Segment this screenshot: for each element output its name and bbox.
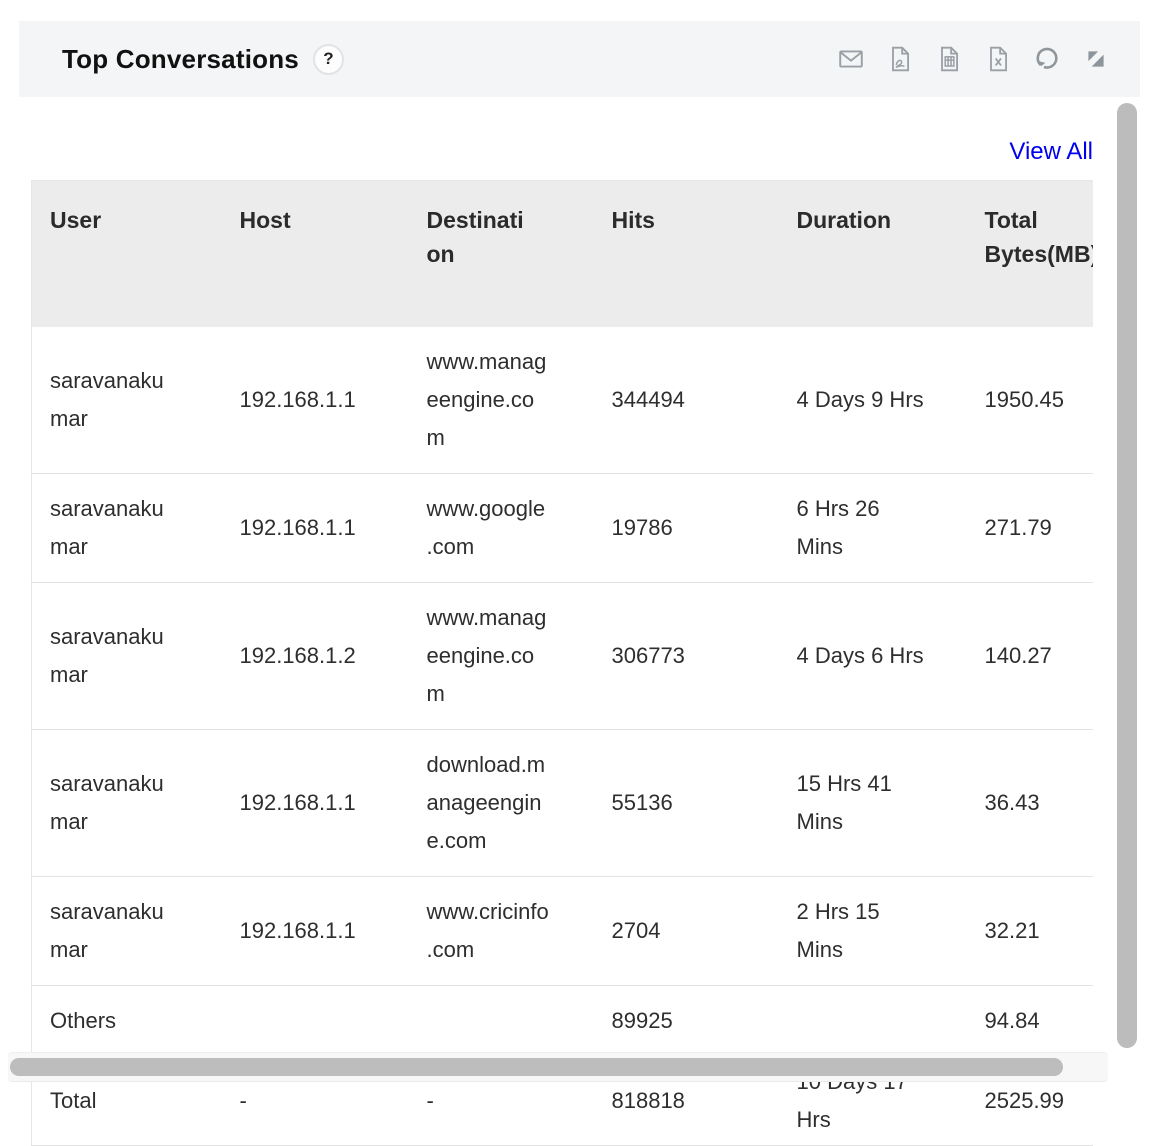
cell-host: 192.168.1.1 [222, 474, 409, 583]
cell-total-bytes: 94.84 [967, 986, 1094, 1057]
cell-total-bytes: 32.21 [967, 877, 1094, 986]
cell-user: Others [32, 986, 222, 1057]
cell-duration: 6 Hrs 26 Mins [779, 474, 967, 583]
cell-duration: 4 Days 6 Hrs [779, 583, 967, 730]
viewall-row: View All [31, 138, 1093, 166]
table-row: saravanakumar 192.168.1.1 www.cricinfo.c… [32, 877, 1094, 986]
widget-toolbar [837, 45, 1110, 73]
cell-user: saravanakumar [32, 877, 222, 986]
table-row: Others 89925 94.84 [32, 986, 1094, 1057]
cell-hits: 55136 [594, 730, 779, 877]
cell-duration: 15 Hrs 41 Mins [779, 730, 967, 877]
widget-header: Top Conversations ? [19, 21, 1140, 97]
table-body: saravanakumar 192.168.1.1 www.manageengi… [32, 327, 1094, 1146]
table-row: saravanakumar 192.168.1.2 www.manageengi… [32, 583, 1094, 730]
cell-destination: www.google.com [409, 474, 594, 583]
widget-title: Top Conversations [62, 44, 299, 75]
cell-destination: www.manageengine.com [409, 327, 594, 474]
cell-hits: 306773 [594, 583, 779, 730]
cell-duration: 2 Hrs 15 Mins [779, 877, 967, 986]
cell-host: 192.168.1.2 [222, 583, 409, 730]
cell-hits: 344494 [594, 327, 779, 474]
cell-user: saravanakumar [32, 730, 222, 877]
column-header-hits[interactable]: Hits [594, 181, 779, 328]
table-row: saravanakumar 192.168.1.1 www.google.com… [32, 474, 1094, 583]
column-header-destination[interactable]: Destination [409, 181, 594, 328]
dashboard-page: Top Conversations ? [0, 0, 1159, 1102]
cell-total-bytes: 36.43 [967, 730, 1094, 877]
refresh-icon[interactable] [1033, 45, 1061, 73]
cell-duration: 4 Days 9 Hrs [779, 327, 967, 474]
resize-icon[interactable] [1082, 45, 1110, 73]
column-header-host[interactable]: Host [222, 181, 409, 328]
table-viewport: User Host Destination Hits Duration Tota… [31, 180, 1093, 1146]
cell-duration [779, 986, 967, 1057]
cell-hits: 89925 [594, 986, 779, 1057]
help-icon[interactable]: ? [313, 44, 344, 75]
cell-host [222, 986, 409, 1057]
widget-title-group: Top Conversations ? [62, 44, 344, 75]
cell-destination: download.manageengine.com [409, 730, 594, 877]
cell-total-bytes: 140.27 [967, 583, 1094, 730]
conversations-table: User Host Destination Hits Duration Tota… [31, 180, 1093, 1146]
cell-host: 192.168.1.1 [222, 877, 409, 986]
cell-total-bytes: 1950.45 [967, 327, 1094, 474]
cell-host: 192.168.1.1 [222, 327, 409, 474]
horizontal-scrollbar-track [8, 1052, 1108, 1082]
csv-report-icon[interactable] [935, 45, 963, 73]
email-icon[interactable] [837, 45, 865, 73]
excel-export-icon[interactable] [984, 45, 1012, 73]
column-header-user[interactable]: User [32, 181, 222, 328]
vertical-scrollbar[interactable] [1117, 103, 1137, 1048]
cell-user: saravanakumar [32, 327, 222, 474]
cell-user: saravanakumar [32, 583, 222, 730]
table-header-row: User Host Destination Hits Duration Tota… [32, 181, 1094, 328]
table-row: saravanakumar 192.168.1.1 download.manag… [32, 730, 1094, 877]
table-row: saravanakumar 192.168.1.1 www.manageengi… [32, 327, 1094, 474]
pdf-export-icon[interactable] [886, 45, 914, 73]
cell-user: saravanakumar [32, 474, 222, 583]
cell-hits: 19786 [594, 474, 779, 583]
table-header: User Host Destination Hits Duration Tota… [32, 181, 1094, 328]
cell-destination: www.cricinfo.com [409, 877, 594, 986]
column-header-total-bytes[interactable]: Total Bytes(MB) [967, 181, 1094, 328]
cell-total-bytes: 271.79 [967, 474, 1094, 583]
horizontal-scrollbar[interactable] [10, 1058, 1063, 1076]
column-header-duration[interactable]: Duration [779, 181, 967, 328]
cell-destination: www.manageengine.com [409, 583, 594, 730]
view-all-link[interactable]: View All [1009, 138, 1093, 165]
cell-destination [409, 986, 594, 1057]
cell-hits: 2704 [594, 877, 779, 986]
cell-host: 192.168.1.1 [222, 730, 409, 877]
